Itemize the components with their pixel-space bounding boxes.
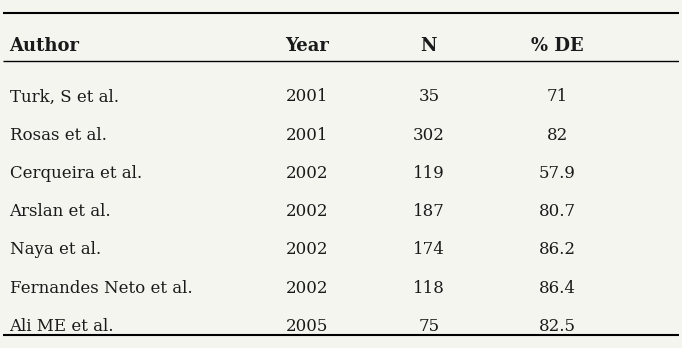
Text: 302: 302 [413,127,445,144]
Text: Ali ME et al.: Ali ME et al. [10,318,114,335]
Text: Fernandes Neto et al.: Fernandes Neto et al. [10,279,192,296]
Text: Arslan et al.: Arslan et al. [10,203,111,220]
Text: 75: 75 [418,318,439,335]
Text: 187: 187 [413,203,445,220]
Text: 82.5: 82.5 [539,318,576,335]
Text: Year: Year [285,37,329,55]
Text: N: N [421,37,437,55]
Text: 119: 119 [413,165,445,182]
Text: Cerqueira et al.: Cerqueira et al. [10,165,142,182]
Text: 174: 174 [413,242,445,258]
Text: 2002: 2002 [286,242,329,258]
Text: Turk, S et al.: Turk, S et al. [10,88,119,105]
Text: % DE: % DE [531,37,584,55]
Text: Rosas et al.: Rosas et al. [10,127,106,144]
Text: 2001: 2001 [286,127,329,144]
Text: 86.4: 86.4 [539,279,576,296]
Text: 82: 82 [547,127,568,144]
Text: 35: 35 [418,88,439,105]
Text: Author: Author [10,37,80,55]
Text: 2002: 2002 [286,165,329,182]
Text: 2001: 2001 [286,88,329,105]
Text: 118: 118 [413,279,445,296]
Text: 2002: 2002 [286,203,329,220]
Text: Naya et al.: Naya et al. [10,242,101,258]
Text: 2002: 2002 [286,279,329,296]
Text: 80.7: 80.7 [539,203,576,220]
Text: 71: 71 [547,88,568,105]
Text: 86.2: 86.2 [539,242,576,258]
Text: 2005: 2005 [286,318,328,335]
Text: 57.9: 57.9 [539,165,576,182]
